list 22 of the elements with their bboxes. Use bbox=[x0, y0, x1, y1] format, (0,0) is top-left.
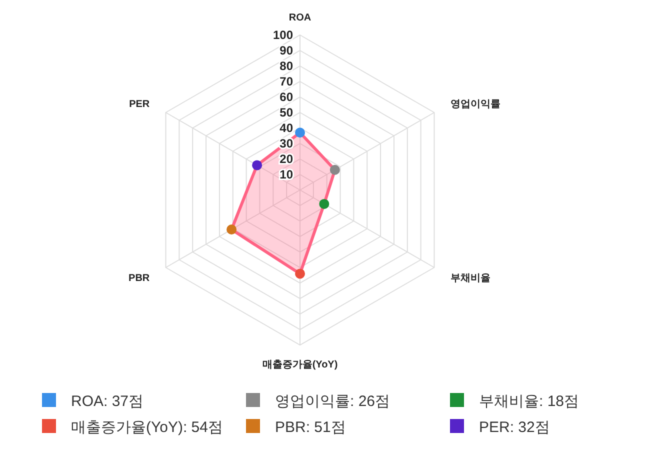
spoke-label: PER bbox=[129, 99, 150, 110]
text: PER: 32점 bbox=[479, 419, 550, 436]
y-tick-label: 90 bbox=[280, 44, 294, 58]
y-tick-label: 70 bbox=[280, 74, 294, 88]
y-tick-label: 20 bbox=[280, 152, 294, 166]
text: 매출증가율(YoY): 54점 bbox=[71, 419, 223, 436]
y-tick-label: 10 bbox=[280, 168, 294, 182]
spoke-label: PBR bbox=[128, 272, 150, 284]
spoke-label: 매출증가율(YoY) bbox=[262, 360, 338, 371]
spoke-label: 부채비율 bbox=[450, 272, 490, 284]
y-tick-label: 100 bbox=[272, 28, 294, 42]
text: 영업이익률: 26점 bbox=[275, 393, 390, 410]
spoke-label: 영업이익률 bbox=[450, 99, 500, 110]
y-tick-label: 30 bbox=[280, 136, 294, 150]
y-tick-label: 40 bbox=[280, 121, 294, 135]
text: PBR: 51점 bbox=[275, 419, 346, 436]
y-tick-label: 50 bbox=[280, 106, 294, 120]
y-tick-label: 80 bbox=[280, 59, 294, 73]
text: ROA: 37점 bbox=[71, 393, 144, 410]
spoke-label: ROA bbox=[288, 12, 312, 24]
y-tick-label: 60 bbox=[280, 90, 294, 104]
text: 부채비율: 18점 bbox=[479, 393, 580, 410]
